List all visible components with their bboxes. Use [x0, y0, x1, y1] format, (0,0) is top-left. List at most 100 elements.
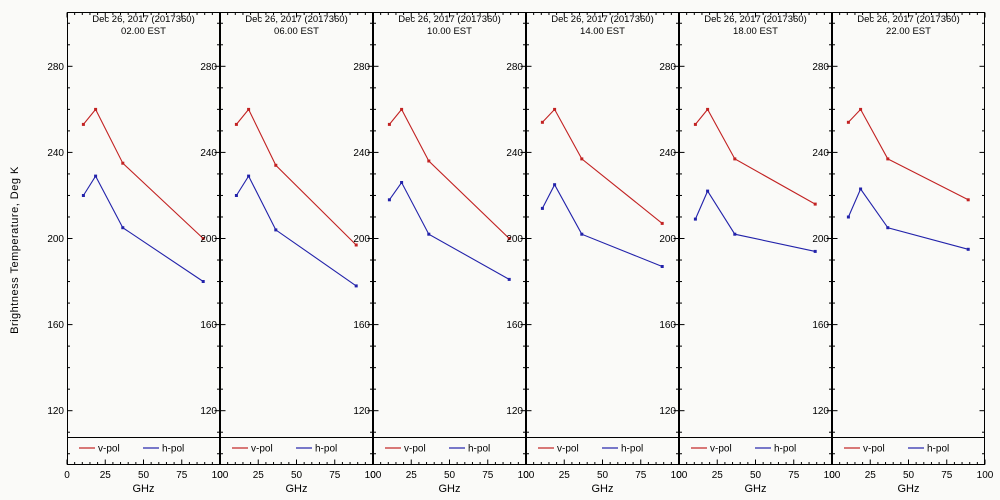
v-pol-line	[542, 108, 663, 224]
y-tick-label: 120	[200, 406, 217, 417]
y-tick-label: 240	[506, 148, 523, 159]
v-pol-legend-label: v-pol	[251, 444, 273, 455]
x-tick-label: 50	[903, 470, 915, 481]
plot-frame	[67, 12, 220, 465]
h-pol-marker	[274, 228, 278, 232]
y-axis-title: Brightness Temperature, Deg K	[9, 166, 22, 334]
h-pol-marker	[706, 189, 710, 193]
v-pol-marker	[846, 120, 850, 124]
y-tick-label: 200	[47, 234, 64, 245]
x-tick-label: 0	[829, 470, 835, 481]
v-pol-line	[694, 108, 816, 205]
y-tick-label: 200	[659, 234, 676, 245]
plot-frame	[373, 12, 526, 465]
plot-frame	[526, 12, 679, 465]
panel-subtitle: 22.00 EST	[886, 26, 931, 37]
y-tick-label: 280	[812, 62, 829, 73]
panel-6: 0 25 50 75 100 120 160 200 240 280 Dec 26, 2017 (2…	[812, 12, 994, 495]
x-tick-label: 50	[138, 470, 150, 481]
panel-subtitle: 18.00 EST	[733, 26, 778, 37]
h-pol-line	[541, 183, 663, 268]
v-pol-legend-label: v-pol	[557, 444, 579, 455]
x-tick-label: 100	[824, 470, 841, 481]
y-tick-label: 160	[812, 320, 829, 331]
v-pol-legend-label: v-pol	[98, 444, 120, 455]
h-pol-marker	[400, 181, 404, 184]
h-pol-marker	[580, 232, 584, 236]
v-pol-marker	[427, 159, 431, 163]
h-pol-legend-label: h-pol	[162, 444, 184, 455]
y-tick-label: 120	[812, 406, 829, 417]
y-tick-label: 200	[812, 234, 829, 245]
y-tick-label: 120	[506, 406, 523, 417]
y-tick-label: 200	[353, 234, 370, 245]
v-pol-marker	[540, 120, 544, 124]
panel-subtitle: 02.00 EST	[121, 26, 166, 37]
h-pol-marker	[81, 194, 85, 197]
panel-4: 0 25 50 75 100 120 160 200 240 280 Dec 26, 2017 (2…	[506, 12, 688, 495]
h-pol-marker	[121, 226, 125, 230]
x-tick-label: 100	[977, 470, 994, 481]
x-tick-label: 75	[176, 470, 188, 481]
h-pol-marker	[693, 217, 697, 221]
panel-subtitle: 14.00 EST	[580, 26, 625, 37]
x-tick-label: 0	[217, 470, 223, 481]
y-tick-label: 280	[506, 62, 523, 73]
panel-subtitle: 10.00 EST	[427, 26, 472, 37]
panel-2: 0 25 50 75 100 120 160 200 240 280 Dec 26, 2017 (2…	[200, 12, 382, 495]
x-axis-label: GHz	[133, 483, 155, 495]
v-pol-line	[848, 108, 969, 201]
v-pol-marker	[81, 122, 85, 126]
v-pol-marker	[693, 122, 697, 126]
x-axis-label: GHz	[286, 483, 308, 495]
x-axis-label: GHz	[898, 483, 920, 495]
y-tick-label: 160	[200, 320, 217, 331]
v-pol-marker	[660, 221, 664, 225]
y-tick-label: 160	[659, 320, 676, 331]
h-pol-marker	[507, 277, 511, 281]
x-tick-label: 75	[329, 470, 341, 481]
x-tick-label: 75	[941, 470, 953, 481]
h-pol-marker	[966, 247, 970, 251]
panel-5: 0 25 50 75 100 120 160 200 240 280 Dec 26, 2017 (2…	[659, 12, 841, 495]
y-tick-label: 280	[353, 62, 370, 73]
y-tick-label: 160	[47, 320, 64, 331]
y-tick-label: 240	[659, 148, 676, 159]
y-tick-label: 200	[506, 234, 523, 245]
panel-title: Dec 26, 2017 (2017360)	[92, 14, 194, 25]
panels-container: 0 25 50 75 100 120 160 200 240 280 Dec 26, 2017 (2…	[47, 0, 994, 500]
v-pol-marker	[886, 157, 890, 161]
y-tick-label: 280	[200, 62, 217, 73]
v-pol-marker	[121, 161, 125, 165]
v-pol-marker	[706, 107, 710, 111]
x-tick-label: 50	[597, 470, 609, 481]
x-tick-label: 25	[100, 470, 112, 481]
h-pol-line	[694, 189, 816, 252]
v-pol-legend-label: v-pol	[710, 444, 732, 455]
h-pol-marker	[886, 226, 890, 230]
x-tick-label: 100	[365, 470, 382, 481]
x-tick-label: 0	[523, 470, 529, 481]
panel-title: Dec 26, 2017 (2017360)	[857, 14, 959, 25]
x-tick-label: 75	[635, 470, 647, 481]
h-pol-line	[847, 187, 969, 250]
h-pol-legend-label: h-pol	[468, 444, 490, 455]
y-tick-label: 240	[812, 148, 829, 159]
v-pol-marker	[813, 202, 817, 206]
y-tick-label: 160	[353, 320, 370, 331]
x-tick-label: 100	[212, 470, 229, 481]
x-axis-label: GHz	[745, 483, 767, 495]
h-pol-marker	[846, 215, 850, 219]
x-tick-label: 0	[370, 470, 376, 481]
y-tick-label: 200	[200, 234, 217, 245]
h-pol-marker	[733, 232, 737, 236]
h-pol-marker	[660, 265, 664, 268]
y-tick-label: 160	[506, 320, 523, 331]
x-tick-label: 50	[750, 470, 762, 481]
h-pol-marker	[859, 187, 863, 191]
v-pol-marker	[859, 107, 863, 111]
x-tick-label: 50	[291, 470, 303, 481]
v-pol-legend-label: v-pol	[863, 444, 885, 455]
panel-title: Dec 26, 2017 (2017360)	[245, 14, 347, 25]
